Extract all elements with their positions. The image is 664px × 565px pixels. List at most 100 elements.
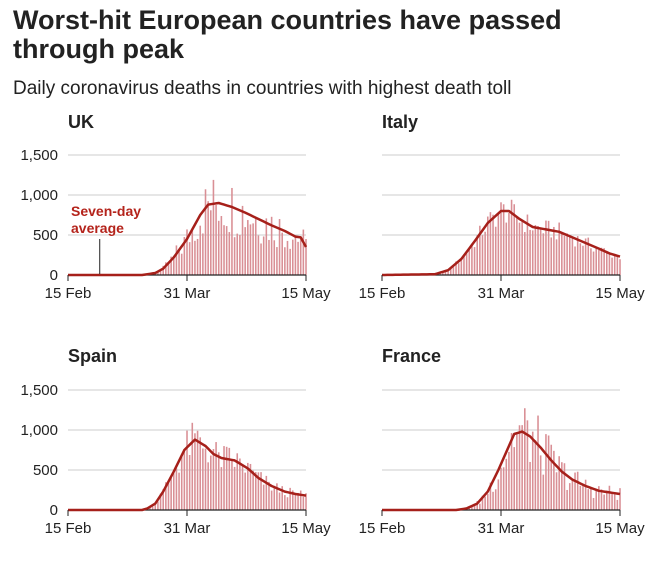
y-tick-label: 1,000 — [20, 187, 58, 204]
bar — [468, 508, 471, 510]
bar — [191, 228, 194, 275]
bar — [531, 230, 534, 275]
y-tick-label: 1,500 — [20, 382, 58, 399]
bar — [502, 204, 505, 275]
bar — [170, 477, 172, 510]
bar — [513, 447, 516, 510]
bar — [276, 247, 278, 275]
bar — [516, 432, 518, 510]
bar — [162, 489, 164, 510]
bar — [252, 470, 254, 510]
bar — [516, 217, 518, 275]
bar — [286, 240, 289, 275]
seven-day-average-line — [68, 438, 307, 512]
bar — [170, 256, 172, 275]
bar — [278, 492, 281, 510]
bar — [603, 494, 605, 510]
bar — [600, 489, 603, 510]
bar — [547, 220, 550, 275]
bar — [613, 255, 616, 275]
x-tick-label: 15 May — [281, 285, 331, 302]
bar — [254, 472, 257, 510]
bar — [587, 237, 590, 275]
bar — [521, 220, 523, 275]
bar — [563, 463, 566, 510]
bar — [457, 263, 460, 275]
bar — [526, 420, 529, 510]
bar — [149, 506, 151, 510]
bar — [265, 218, 268, 275]
bar — [571, 479, 574, 510]
x-tick-label: 15 Feb — [359, 520, 406, 537]
bar — [555, 472, 558, 510]
bar — [175, 245, 178, 275]
bar — [281, 486, 283, 510]
y-tick-label: 1,500 — [20, 147, 58, 164]
annotation-label: average — [71, 220, 124, 236]
bar — [576, 236, 579, 275]
bar — [600, 247, 603, 275]
bar — [592, 251, 595, 275]
x-tick-label: 31 Mar — [164, 285, 211, 302]
bar — [212, 449, 215, 510]
bar — [225, 446, 228, 510]
bar — [524, 232, 526, 275]
x-tick-label: 31 Mar — [478, 285, 525, 302]
bar — [154, 504, 157, 510]
bar — [561, 232, 563, 275]
bar — [550, 444, 553, 510]
bar — [545, 434, 547, 510]
x-tick-label: 15 Feb — [45, 520, 92, 537]
bar — [231, 460, 233, 510]
bar — [299, 239, 302, 275]
bar — [568, 237, 571, 275]
bar — [220, 216, 223, 275]
bar — [159, 269, 162, 275]
bar — [539, 228, 542, 275]
bar — [449, 267, 452, 275]
bar — [494, 489, 497, 510]
bar — [157, 501, 159, 510]
bar — [249, 463, 252, 510]
bar — [492, 491, 494, 510]
bar — [468, 249, 471, 275]
bar — [257, 235, 260, 275]
seven-day-average-line — [381, 209, 621, 277]
bar — [563, 235, 566, 275]
bar — [608, 252, 611, 275]
panel-title: France — [382, 346, 441, 366]
bar — [619, 259, 621, 275]
bar — [268, 481, 270, 510]
bar — [273, 240, 276, 275]
bar — [444, 270, 447, 275]
bar — [510, 433, 513, 510]
bar — [180, 253, 183, 275]
bar — [492, 214, 494, 275]
bar — [542, 474, 545, 510]
bar — [473, 247, 476, 275]
bar — [178, 251, 180, 275]
bar — [305, 239, 307, 275]
bar — [191, 422, 194, 510]
bar — [151, 506, 154, 510]
bar — [460, 260, 463, 275]
bar — [486, 493, 489, 510]
bar — [584, 479, 587, 510]
bar — [262, 484, 265, 510]
y-tick-label: 500 — [33, 227, 58, 244]
seven-day-average-line — [68, 201, 308, 277]
bar — [231, 187, 233, 275]
bar — [167, 263, 170, 275]
bar — [241, 464, 244, 510]
bar — [555, 239, 558, 275]
bar — [188, 242, 191, 275]
x-tick-label: 15 May — [595, 285, 645, 302]
bar — [172, 255, 175, 275]
bar — [207, 462, 209, 510]
x-tick-label: 31 Mar — [478, 520, 525, 537]
bar — [215, 205, 217, 275]
bar — [566, 233, 568, 275]
bar — [537, 415, 539, 510]
bar — [204, 448, 207, 510]
